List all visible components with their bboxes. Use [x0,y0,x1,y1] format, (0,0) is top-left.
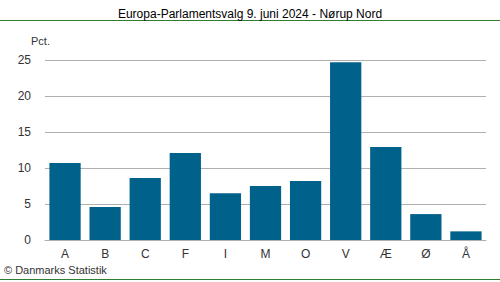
svg-text:Å: Å [462,246,470,261]
svg-text:© Danmarks Statistik: © Danmarks Statistik [4,264,107,276]
svg-text:15: 15 [18,125,32,139]
svg-text:M: M [261,247,271,261]
svg-text:A: A [61,247,69,261]
svg-text:Europa-Parlamentsvalg 9. juni: Europa-Parlamentsvalg 9. juni 2024 - Nør… [118,7,382,21]
svg-text:O: O [301,247,310,261]
svg-text:25: 25 [18,53,32,67]
svg-text:5: 5 [24,197,31,211]
svg-text:10: 10 [18,161,32,175]
svg-text:F: F [182,247,189,261]
svg-text:Æ: Æ [380,247,392,261]
svg-text:B: B [101,247,109,261]
svg-text:I: I [224,247,227,261]
svg-text:V: V [342,247,350,261]
svg-text:Ø: Ø [421,247,430,261]
svg-text:0: 0 [24,233,31,247]
svg-text:20: 20 [18,89,32,103]
svg-text:Pct.: Pct. [31,35,50,47]
svg-text:C: C [141,247,150,261]
